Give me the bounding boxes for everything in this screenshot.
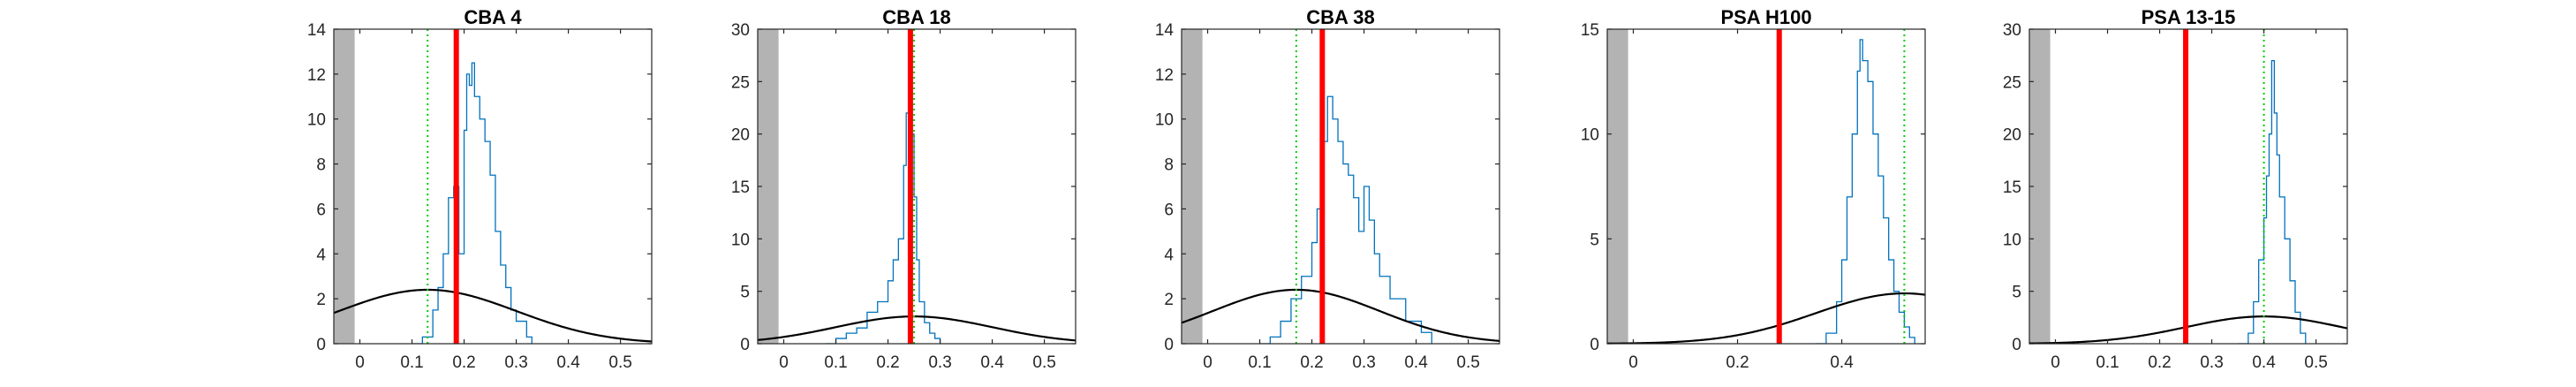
y-tick-label: 6 <box>1164 201 1174 219</box>
y-tick-label: 4 <box>316 246 326 264</box>
x-tick-label: 0.5 <box>1456 353 1479 372</box>
y-tick-label: 8 <box>316 156 326 175</box>
x-tick-label: 0 <box>1628 353 1638 372</box>
x-tick-label: 0.3 <box>1352 353 1375 372</box>
y-tick-label: 14 <box>1155 21 1175 40</box>
x-tick-label: 0.4 <box>980 353 1004 372</box>
x-tick-label: 0.4 <box>556 353 580 372</box>
y-tick-label: 15 <box>1581 21 1599 40</box>
y-tick-label: 0 <box>316 336 326 354</box>
histogram-series <box>1816 39 1915 344</box>
plot-area <box>1182 29 1500 344</box>
y-tick-label: 12 <box>1155 66 1174 85</box>
normal-curve <box>334 288 652 343</box>
y-tick-label: 0 <box>2012 336 2021 354</box>
y-tick-label: 25 <box>731 73 750 92</box>
axes-box <box>333 28 653 345</box>
x-tick-label: 0 <box>355 353 365 372</box>
x-tick-label: 0 <box>779 353 789 372</box>
histogram-series <box>1259 95 1432 344</box>
y-tick-label: 4 <box>1164 246 1174 264</box>
y-tick-label: 10 <box>731 231 750 249</box>
y-tick-label: 25 <box>2003 73 2021 92</box>
x-tick-label: 0.4 <box>1404 353 1428 372</box>
x-tick-label: 0 <box>1203 353 1212 372</box>
shaded-region <box>1182 29 1203 344</box>
shaded-region <box>758 29 779 344</box>
plot-area <box>2029 29 2347 344</box>
chart-title: CBA 18 <box>882 6 950 28</box>
x-tick-label: 0.3 <box>504 353 527 372</box>
y-tick-label: 10 <box>1155 111 1174 130</box>
x-tick-label: 0.3 <box>928 353 951 372</box>
y-tick-label: 20 <box>731 126 750 145</box>
normal-curve <box>1182 288 1500 342</box>
y-tick-label: 8 <box>1164 156 1174 175</box>
chart-panel: 0 0.1 0.2 0.3 0.4 0.5 0 5 10 15 20 25 30 PSA 13-15 <box>2003 6 2348 372</box>
x-tick-label: 0.1 <box>1248 353 1271 372</box>
y-tick-label: 10 <box>1581 126 1599 145</box>
normal-curve <box>758 315 1076 342</box>
x-tick-label: 0.1 <box>400 353 423 372</box>
y-tick-label: 2 <box>1164 291 1174 309</box>
y-tick-label: 10 <box>2003 231 2021 249</box>
x-tick-label: 0.5 <box>1032 353 1055 372</box>
chart-title: CBA 4 <box>464 6 522 28</box>
y-tick-label: 15 <box>731 178 750 197</box>
x-tick-label: 0.2 <box>2148 353 2171 372</box>
chart-title: CBA 38 <box>1306 6 1374 28</box>
y-tick-label: 0 <box>1590 336 1599 354</box>
y-tick-label: 10 <box>307 111 326 130</box>
shaded-region <box>1607 29 1628 344</box>
chart-panel: 0 0.1 0.2 0.3 0.4 0.5 0 2 4 6 8 10 12 14 CBA 4 <box>307 6 653 372</box>
x-tick-label: 0.2 <box>452 353 475 372</box>
chart-title: PSA 13-15 <box>2142 6 2236 28</box>
y-tick-label: 14 <box>307 21 327 40</box>
y-tick-label: 0 <box>1164 336 1174 354</box>
plot-area <box>758 29 1076 344</box>
y-tick-label: 5 <box>1590 231 1599 249</box>
histogram-series <box>2238 59 2307 344</box>
x-tick-label: 0.5 <box>2304 353 2327 372</box>
histogram-series <box>825 64 941 344</box>
y-tick-label: 6 <box>316 201 326 219</box>
y-tick-label: 30 <box>2003 21 2021 40</box>
shaded-region <box>2029 29 2051 344</box>
x-tick-label: 0.3 <box>2200 353 2223 372</box>
axes-box <box>1606 28 1926 345</box>
chart-title: PSA H100 <box>1720 6 1811 28</box>
y-tick-label: 5 <box>740 284 750 302</box>
y-tick-label: 5 <box>2012 284 2021 302</box>
y-tick-label: 12 <box>307 66 326 85</box>
histogram-series <box>412 62 533 344</box>
y-tick-label: 20 <box>2003 126 2021 145</box>
y-tick-label: 0 <box>740 336 750 354</box>
chart-panel: 0 0.2 0.4 0 5 10 15 PSA H100 <box>1581 6 1926 372</box>
x-tick-label: 0.4 <box>1830 353 1854 372</box>
plot-area <box>1607 29 1925 344</box>
shaded-region <box>334 29 355 344</box>
axes-box <box>757 28 1076 345</box>
x-tick-label: 0.1 <box>2096 353 2119 372</box>
normal-curve <box>1607 292 1925 344</box>
y-tick-label: 30 <box>731 21 750 40</box>
x-tick-label: 0.5 <box>608 353 631 372</box>
x-tick-label: 0.4 <box>2252 353 2276 372</box>
chart-panel: 0 0.1 0.2 0.3 0.4 0.5 0 2 4 6 8 10 12 14 CBA 38 <box>1155 6 1500 372</box>
plot-area <box>334 29 652 344</box>
axes-box <box>1181 28 1500 345</box>
y-tick-label: 15 <box>2003 178 2021 197</box>
x-tick-label: 0.2 <box>1300 353 1323 372</box>
x-tick-label: 0 <box>2051 353 2060 372</box>
y-tick-label: 2 <box>316 291 326 309</box>
x-tick-label: 0.1 <box>824 353 847 372</box>
x-tick-label: 0.2 <box>876 353 899 372</box>
x-tick-label: 0.2 <box>1726 353 1749 372</box>
chart-panel: 0 0.1 0.2 0.3 0.4 0.5 0 5 10 15 20 25 30 CBA 18 <box>731 6 1076 372</box>
